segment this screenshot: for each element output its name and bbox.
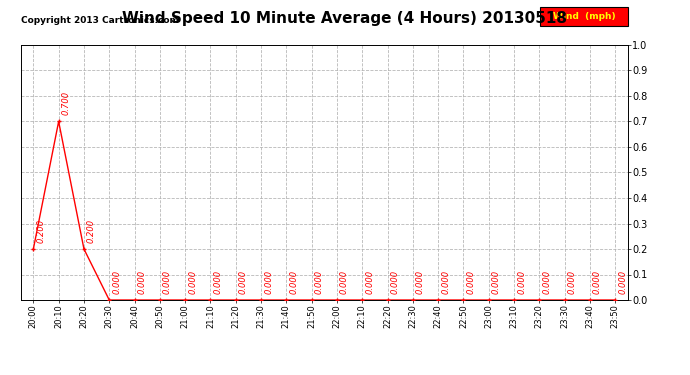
Text: 0.000: 0.000: [213, 270, 222, 294]
Text: 0.000: 0.000: [593, 270, 602, 294]
Text: 0.000: 0.000: [239, 270, 248, 294]
Text: 0.000: 0.000: [391, 270, 400, 294]
Text: 0.000: 0.000: [188, 270, 197, 294]
Text: 0.000: 0.000: [137, 270, 146, 294]
Text: 0.000: 0.000: [289, 270, 298, 294]
Text: 0.000: 0.000: [163, 270, 172, 294]
Text: 0.700: 0.700: [61, 91, 70, 115]
Text: 0.200: 0.200: [37, 219, 46, 243]
Text: Wind Speed 10 Minute Average (4 Hours) 20130518: Wind Speed 10 Minute Average (4 Hours) 2…: [123, 11, 567, 26]
Text: 0.000: 0.000: [365, 270, 374, 294]
Text: 0.000: 0.000: [441, 270, 450, 294]
Text: 0.000: 0.000: [264, 270, 273, 294]
Text: 0.000: 0.000: [568, 270, 577, 294]
Text: 0.000: 0.000: [466, 270, 475, 294]
Text: Copyright 2013 Cartronics.com: Copyright 2013 Cartronics.com: [21, 16, 179, 25]
Text: 0.200: 0.200: [87, 219, 96, 243]
Text: 0.000: 0.000: [492, 270, 501, 294]
Text: 0.000: 0.000: [517, 270, 526, 294]
Text: 0.000: 0.000: [315, 270, 324, 294]
Text: 0.000: 0.000: [618, 270, 627, 294]
Text: 0.000: 0.000: [542, 270, 551, 294]
Text: 0.000: 0.000: [112, 270, 121, 294]
Text: 0.000: 0.000: [416, 270, 425, 294]
FancyBboxPatch shape: [540, 7, 628, 26]
Text: 0.000: 0.000: [340, 270, 349, 294]
Text: Wind  (mph): Wind (mph): [553, 12, 615, 21]
